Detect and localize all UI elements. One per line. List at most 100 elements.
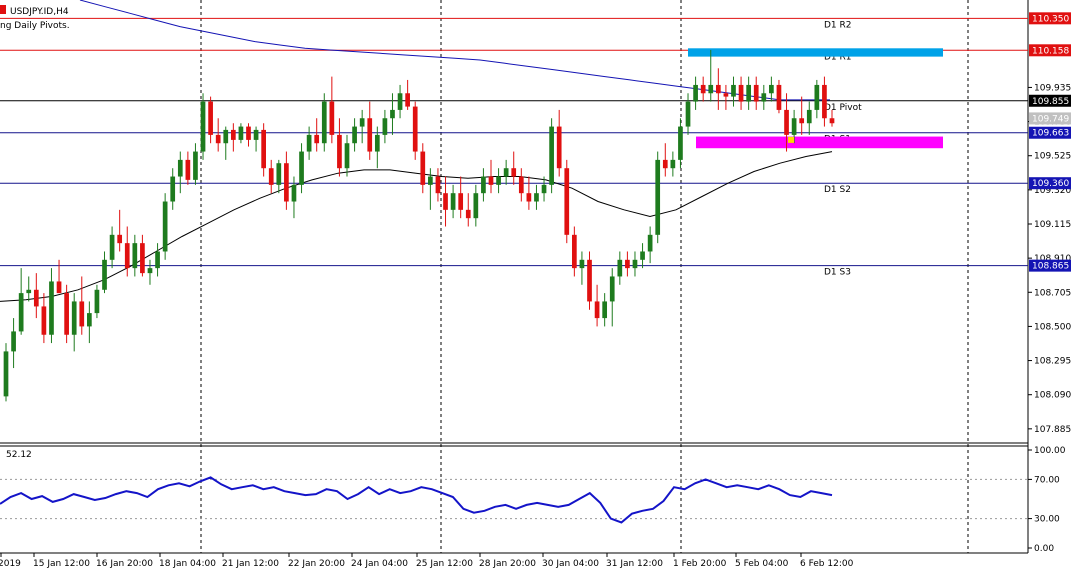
price-tag-bg xyxy=(1029,177,1071,190)
rsi-line xyxy=(0,476,833,524)
pivot-level-label: D1 Pivot xyxy=(824,103,862,113)
symbol-color-icon xyxy=(0,5,6,14)
price-axis-label: 108.910 xyxy=(1034,254,1071,264)
price-tag-label: 108.865 xyxy=(1032,262,1069,272)
candle-body xyxy=(162,201,168,252)
candle-body xyxy=(124,243,130,269)
candle-body xyxy=(412,106,418,152)
candle-body xyxy=(526,193,532,202)
price-axis-label: 108.705 xyxy=(1034,288,1071,298)
candle-body xyxy=(155,251,160,269)
candle-body xyxy=(776,84,782,110)
moving-average-short-line xyxy=(0,151,833,302)
candle-body xyxy=(170,176,176,202)
candle-body xyxy=(11,331,16,352)
candle-body xyxy=(3,351,9,397)
candle-body xyxy=(496,176,501,185)
candle-body xyxy=(640,251,645,260)
candle-body xyxy=(602,301,608,319)
candle-body xyxy=(594,301,600,319)
price-axis-label: 109.320 xyxy=(1034,186,1071,196)
price-tag-label: 109.360 xyxy=(1032,179,1069,189)
candle-body xyxy=(397,93,403,110)
candle-body xyxy=(518,176,524,194)
candle-body xyxy=(321,101,327,144)
time-axis-label: 24 Jan 04:00 xyxy=(351,559,408,569)
candle-body xyxy=(71,301,77,335)
candle-body xyxy=(268,168,274,185)
candle-body xyxy=(609,276,615,302)
candle-body xyxy=(662,159,668,169)
candle-body xyxy=(18,293,24,332)
time-axis-label: 21 Jan 12:00 xyxy=(222,559,279,569)
candle-body xyxy=(238,126,244,140)
price-tag-bg xyxy=(1029,112,1071,125)
candle-body xyxy=(829,118,835,124)
candle-body xyxy=(625,259,630,269)
candle-body xyxy=(503,168,509,177)
candle-body xyxy=(473,193,479,219)
candle-body xyxy=(64,293,69,335)
candle-body xyxy=(306,134,312,152)
time-axis-label: 5 Feb 04:00 xyxy=(735,559,789,569)
price-tag-label: 109.855 xyxy=(1032,97,1069,107)
candle-body xyxy=(390,109,395,119)
candle-body xyxy=(208,101,213,135)
candle-body xyxy=(632,259,638,269)
price-axis-label: 109.525 xyxy=(1034,152,1071,162)
candle-body xyxy=(337,134,342,169)
candle-body xyxy=(753,84,759,102)
pivot-level-label: D1 S3 xyxy=(824,268,851,278)
pivot-level-label: D1 R1 xyxy=(824,52,852,62)
candle-body xyxy=(276,163,282,185)
candle-body xyxy=(617,259,623,277)
candle-body xyxy=(549,126,554,185)
candle-body xyxy=(564,168,570,235)
candle-body xyxy=(579,259,585,269)
candle-body xyxy=(132,243,138,269)
candle-body xyxy=(147,268,153,274)
candle-body xyxy=(49,281,54,335)
pivot-zone-rect xyxy=(688,48,943,57)
candle-body xyxy=(94,289,100,314)
candle-body xyxy=(405,93,410,107)
candle-body xyxy=(511,168,517,177)
candle-body xyxy=(655,159,661,235)
candle-body xyxy=(458,193,464,210)
candle-body xyxy=(791,118,797,135)
price-axis-label: 107.885 xyxy=(1034,425,1071,435)
price-tag-bg xyxy=(1029,259,1071,272)
candle-body xyxy=(799,118,805,124)
candle-body xyxy=(693,84,698,102)
price-tag-bg xyxy=(1029,44,1071,57)
price-tag-label: 110.158 xyxy=(1032,46,1069,56)
candle-body xyxy=(556,126,562,169)
candle-body xyxy=(541,184,547,194)
time-axis-label: 25 Jan 12:00 xyxy=(416,559,473,569)
candle-body xyxy=(685,101,691,127)
candle-body xyxy=(443,193,448,210)
candle-body xyxy=(571,234,577,269)
candle-body xyxy=(428,176,433,185)
candle-body xyxy=(708,84,714,94)
candle-body xyxy=(382,118,388,135)
candle-body xyxy=(481,176,486,194)
indicator-label: ng Daily Pivots. xyxy=(0,21,70,31)
candle-body xyxy=(200,101,206,152)
candle-body xyxy=(488,176,494,185)
pivot-level-label: D1 R2 xyxy=(824,20,852,30)
candle-body xyxy=(102,259,107,290)
price-tag-bg xyxy=(1029,126,1071,139)
time-axis-label: 18 Jan 04:00 xyxy=(159,559,216,569)
price-axis-label: 108.295 xyxy=(1034,357,1071,367)
candle-body xyxy=(769,84,774,94)
candle-body xyxy=(140,243,145,274)
price-axis-label: 108.090 xyxy=(1034,391,1071,401)
price-tag-bg xyxy=(1029,12,1071,25)
candle-body xyxy=(26,289,32,294)
candle-body xyxy=(420,151,426,185)
time-axis-label: 22 Jan 20:00 xyxy=(288,559,345,569)
candle-body xyxy=(56,281,62,294)
rsi-axis-label: 70.00 xyxy=(1034,475,1060,485)
